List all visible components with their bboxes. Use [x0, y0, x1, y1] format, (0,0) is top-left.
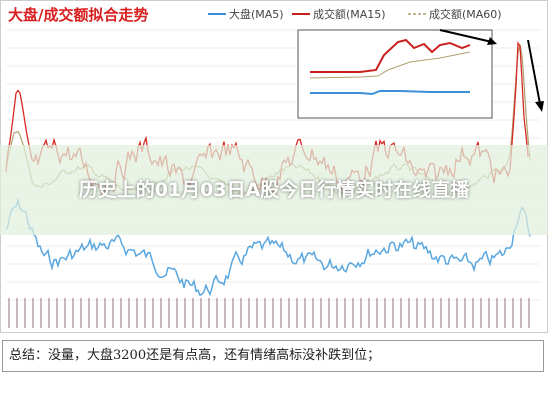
summary: 总结：没量，大盘3200还是有点高，还有情绪高标没补跌到位；: [2, 340, 544, 372]
x-tick-label: [384, 298, 386, 328]
x-tick-label: [240, 298, 242, 328]
headline: 历史上的01月03日A股今日行情实时在线直播: [78, 179, 470, 201]
x-tick-label: [496, 298, 498, 328]
x-tick-label: [328, 298, 330, 328]
x-tick-label: [256, 298, 258, 328]
x-tick-label: [200, 298, 202, 328]
x-tick-label: [168, 298, 170, 328]
x-tick-label: [448, 298, 450, 328]
x-tick-label: [376, 298, 378, 328]
legend-label: 成交额(MA60): [429, 7, 502, 21]
x-tick-label: [40, 298, 42, 328]
legend-label: 成交额(MA15): [313, 7, 386, 21]
x-tick-label: [144, 298, 146, 328]
x-tick-label: [408, 298, 410, 328]
x-tick-label: [400, 298, 402, 328]
x-tick-label: [368, 298, 370, 328]
x-tick-label: [488, 298, 490, 328]
x-tick-label: [160, 298, 162, 328]
x-tick-label: [80, 298, 82, 328]
x-tick-label: [288, 298, 290, 328]
x-axis-labels: [8, 298, 530, 328]
line: [310, 90, 470, 96]
x-tick-label: [520, 298, 522, 328]
x-tick-label: [344, 298, 346, 328]
x-tick-label: [312, 298, 314, 328]
x-tick-label: [416, 298, 418, 328]
x-tick-label: [360, 298, 362, 328]
x-tick-label: [464, 298, 466, 328]
x-tick-label: [320, 298, 322, 328]
x-tick-label: [192, 298, 194, 328]
x-tick-label: [272, 298, 274, 328]
x-tick-label: [432, 298, 434, 328]
x-tick-label: [64, 298, 66, 328]
x-tick-label: [472, 298, 474, 328]
x-tick-label: [280, 298, 282, 328]
arrow: [439, 29, 493, 43]
line: [309, 51, 471, 79]
x-tick-label: [480, 298, 482, 328]
x-tick-label: [128, 298, 130, 328]
x-tick-label: [152, 298, 154, 328]
x-tick-label: [392, 298, 394, 328]
x-tick-label: [184, 298, 186, 328]
x-tick-label: [352, 298, 354, 328]
arrow: [527, 39, 541, 105]
x-tick-label: [72, 298, 74, 328]
x-tick-label: [304, 298, 306, 328]
x-tick-label: [296, 298, 298, 328]
line: [5, 197, 531, 297]
x-tick-label: [224, 298, 226, 328]
x-tick-label: [264, 298, 266, 328]
x-tick-label: [512, 298, 514, 328]
x-tick-label: [232, 298, 234, 328]
line: [310, 38, 471, 73]
x-tick-label: [440, 298, 442, 328]
x-tick-label: [120, 298, 122, 328]
x-tick-label: [136, 298, 138, 328]
x-tick-label: [216, 298, 218, 328]
x-tick-label: [16, 298, 18, 328]
arrow-head: [487, 37, 497, 45]
inset-lines: [309, 38, 471, 96]
x-tick-label: [248, 298, 250, 328]
x-tick-label: [504, 298, 506, 328]
x-tick-label: [96, 298, 98, 328]
x-tick-label: [104, 298, 106, 328]
x-tick-label: [424, 298, 426, 328]
image-title: 大盘/成交额拟合走势: [8, 6, 148, 24]
x-tick-label: [56, 298, 58, 328]
x-tick-label: [208, 298, 210, 328]
x-tick-label: [528, 298, 530, 328]
inset: [297, 29, 493, 119]
x-tick-label: [88, 298, 90, 328]
x-tick-label: [24, 298, 26, 328]
x-tick-label: [112, 298, 114, 328]
overlay: 历史上的01月03日A股今日行情实时在线直播: [0, 145, 548, 235]
x-tick-label: [8, 298, 10, 328]
x-tick-label: [48, 298, 50, 328]
x-tick-label: [456, 298, 458, 328]
x-tick-label: [32, 298, 34, 328]
legend-label: 大盘(MA5): [229, 7, 284, 21]
x-tick-label: [336, 298, 338, 328]
x-tick-label: [176, 298, 178, 328]
arrow-head: [535, 101, 544, 112]
